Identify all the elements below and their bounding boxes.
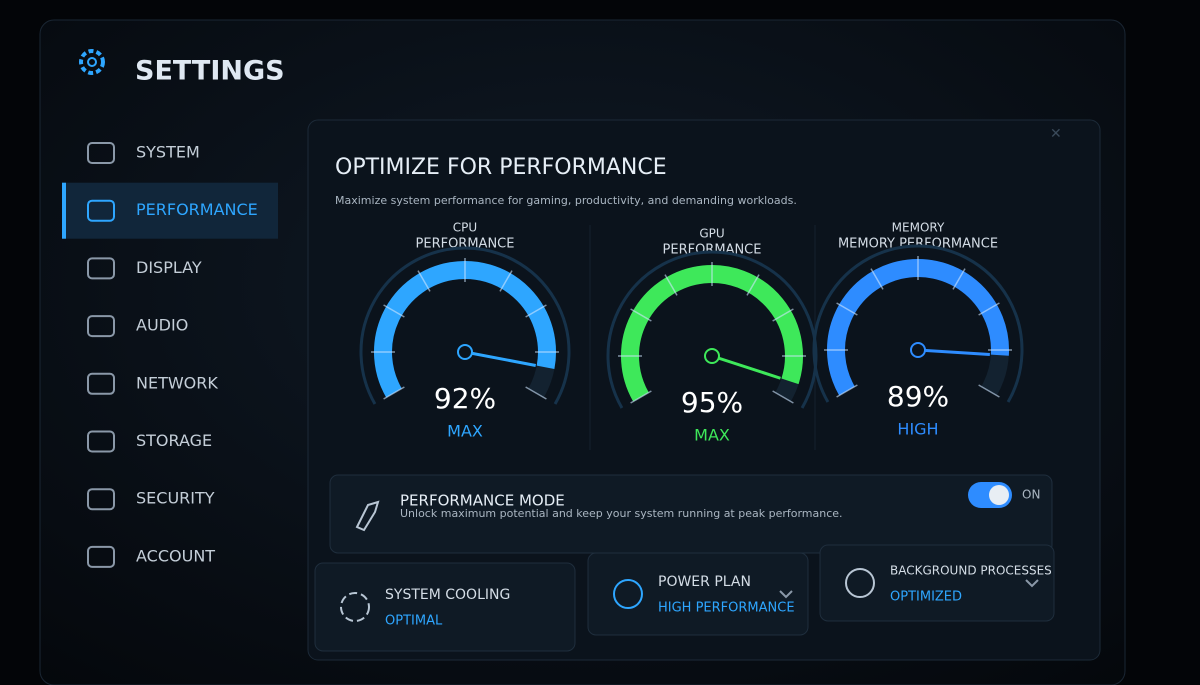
gauge-tick <box>417 270 431 292</box>
gauge-value: 92% <box>434 382 496 415</box>
nav-item[interactable]: STORAGE <box>136 431 212 450</box>
gauge-level: HIGH <box>897 420 938 439</box>
app-title: SETTINGS <box>135 56 285 87</box>
gauge-needle <box>464 350 537 367</box>
gauge-hub <box>704 348 720 364</box>
card-value: OPTIMIZED <box>890 590 962 605</box>
nav-icon <box>87 315 115 338</box>
gauge-tick <box>383 304 405 318</box>
gauge-tick <box>525 386 547 400</box>
gauge-tick <box>772 308 794 322</box>
status-card <box>314 562 576 652</box>
gauge-tick <box>630 390 652 404</box>
gauge-tick <box>630 308 652 322</box>
gauge-label: CPU <box>453 221 477 235</box>
gauge-outer <box>359 246 571 405</box>
gauge-tick <box>746 274 760 296</box>
panel-icon: ✕ <box>1050 126 1062 142</box>
gauge-tick <box>836 384 858 398</box>
gauge-level: MAX <box>447 422 483 441</box>
status-card[interactable] <box>587 552 809 636</box>
chevron <box>779 590 793 599</box>
gauge-label: MEMORY PERFORMANCE <box>838 237 998 252</box>
gauge-arc <box>827 259 1009 396</box>
gauge-needle <box>917 348 990 357</box>
gauge-outer <box>812 244 1024 403</box>
card-value: HIGH PERFORMANCE <box>658 601 795 616</box>
gauge-arc <box>621 265 803 402</box>
gauge-label: MEMORY <box>892 221 945 235</box>
panel-title: OPTIMIZE FOR PERFORMANCE <box>335 155 667 180</box>
gear-icon <box>87 57 97 67</box>
gauge-tick <box>525 304 547 318</box>
gauge-tick <box>664 274 678 296</box>
gauge-label: PERFORMANCE <box>663 243 762 258</box>
nav-icon <box>87 545 115 568</box>
nav-item[interactable]: NETWORK <box>136 373 218 392</box>
card-title: SYSTEM COOLING <box>385 587 510 603</box>
gauge-tick <box>836 302 858 316</box>
nav-icon <box>87 257 115 280</box>
nav-item[interactable]: AUDIO <box>136 316 188 335</box>
gauge-tick <box>772 390 794 404</box>
rocket-icon <box>355 500 380 532</box>
card-title: BACKGROUND PROCESSES <box>890 564 1052 578</box>
panel-subtitle: Maximize system performance for gaming, … <box>335 194 797 207</box>
status-card[interactable] <box>819 544 1055 622</box>
gauge-tick <box>499 270 513 292</box>
gauge-tick <box>978 384 1000 398</box>
gauge-tick <box>952 268 966 290</box>
gauge-tick <box>978 302 1000 316</box>
gauge-tick <box>870 268 884 290</box>
card-icon <box>845 568 875 598</box>
chevron <box>1025 579 1039 588</box>
toggle-label: ON <box>1022 488 1040 502</box>
nav-item[interactable]: ACCOUNT <box>136 546 215 565</box>
nav-item[interactable]: SECURITY <box>136 489 215 508</box>
mode-title: PERFORMANCE MODE <box>400 492 565 510</box>
gauge-tick <box>383 386 405 400</box>
nav-icon <box>87 199 115 222</box>
card-value: OPTIMAL <box>385 614 443 629</box>
mode-description: Unlock maximum potential and keep your s… <box>400 507 843 520</box>
gauge-value: 95% <box>681 386 743 419</box>
nav-highlight <box>62 182 278 239</box>
nav-icon <box>87 488 115 511</box>
gauge-level: MAX <box>694 426 730 445</box>
nav-icon <box>87 142 115 164</box>
gauge-label: PERFORMANCE <box>416 237 515 252</box>
gauge-value: 89% <box>887 380 949 413</box>
nav-item[interactable]: SYSTEM <box>136 143 200 162</box>
gear-icon <box>79 49 105 75</box>
gauge-hub <box>910 342 926 358</box>
nav-item[interactable]: DISPLAY <box>136 258 202 277</box>
gauge-arc <box>374 261 556 398</box>
gauge-needle <box>711 354 781 380</box>
toggle-knob <box>989 485 1009 505</box>
card-title: POWER PLAN <box>658 574 751 590</box>
gauge-label: GPU <box>699 227 724 241</box>
nav-item[interactable]: PERFORMANCE <box>136 200 258 219</box>
nav-indicator <box>62 182 66 239</box>
nav-icon <box>87 430 115 453</box>
card-icon <box>613 579 643 609</box>
nav-icon <box>87 372 115 395</box>
card-icon <box>340 592 370 622</box>
gauge-hub <box>457 344 473 360</box>
